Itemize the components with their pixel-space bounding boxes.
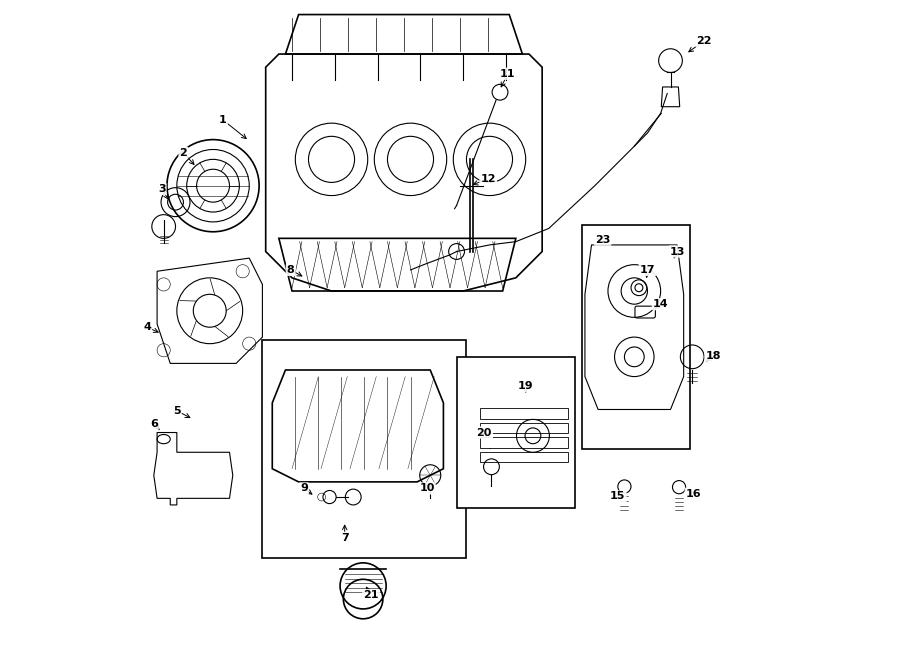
- Bar: [480, 451, 569, 462]
- Text: 14: 14: [652, 299, 669, 309]
- Text: 6: 6: [150, 419, 158, 429]
- Text: 13: 13: [670, 247, 685, 256]
- Text: 8: 8: [287, 265, 294, 275]
- Text: 22: 22: [697, 36, 712, 46]
- Text: 16: 16: [686, 488, 701, 499]
- Text: 7: 7: [341, 533, 348, 543]
- Text: 23: 23: [595, 235, 610, 245]
- Text: 2: 2: [179, 148, 187, 158]
- Bar: [581, 225, 690, 449]
- Text: 5: 5: [173, 406, 181, 416]
- Text: 1: 1: [219, 115, 227, 125]
- Bar: [480, 408, 569, 418]
- Text: 11: 11: [500, 69, 516, 79]
- Text: 21: 21: [364, 590, 379, 600]
- Text: 15: 15: [610, 491, 626, 502]
- Bar: [480, 422, 569, 433]
- Text: 9: 9: [300, 483, 308, 494]
- Text: 18: 18: [706, 350, 721, 360]
- Text: 10: 10: [419, 483, 435, 494]
- Bar: [456, 357, 575, 508]
- Text: 20: 20: [476, 428, 492, 438]
- Text: 19: 19: [518, 381, 534, 391]
- Text: 3: 3: [158, 184, 166, 194]
- Text: 12: 12: [481, 174, 496, 184]
- Text: 17: 17: [640, 265, 655, 275]
- Text: 4: 4: [143, 322, 151, 332]
- Bar: [263, 340, 466, 558]
- Bar: [480, 437, 569, 447]
